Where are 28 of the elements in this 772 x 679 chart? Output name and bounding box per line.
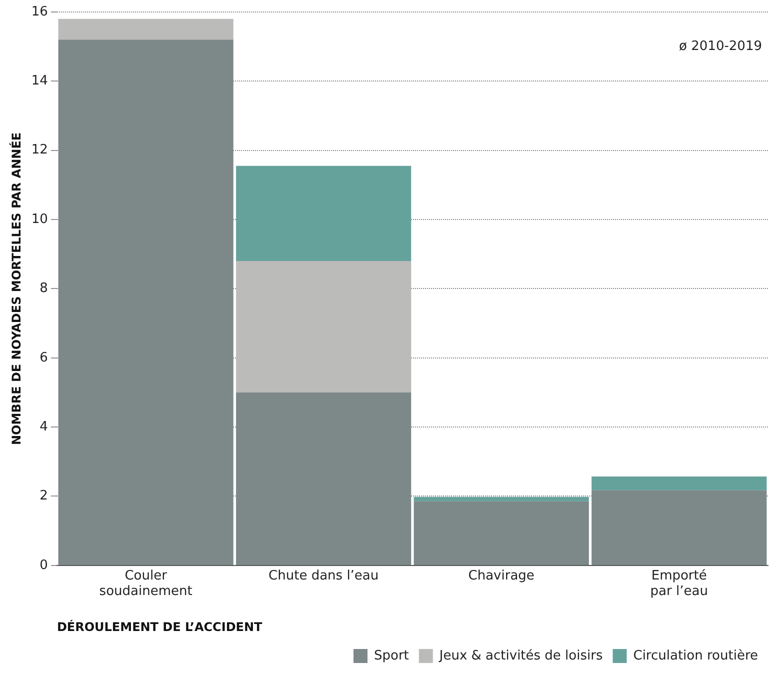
x-tick-label: Chute dans l’eau xyxy=(268,568,379,584)
y-tick-label: 2 xyxy=(40,488,48,504)
legend-label: Circulation routière xyxy=(633,648,758,664)
legend-label: Jeux & activités de loisirs xyxy=(438,648,603,664)
x-tick-label: Couler soudainement xyxy=(99,568,192,600)
y-tick-label: 10 xyxy=(31,212,48,227)
x-axis-title: DÉROULEMENT DE L’ACCIDENT xyxy=(56,618,264,634)
bar xyxy=(58,18,234,40)
annotation: ø 2010-2019 xyxy=(679,38,762,54)
bar xyxy=(236,392,412,566)
y-tick-label: 4 xyxy=(40,419,48,434)
y-tick-label: 6 xyxy=(40,350,48,366)
y-tick-label: 14 xyxy=(31,74,48,89)
bar xyxy=(236,166,412,262)
bar xyxy=(592,490,767,566)
x-tick-label: Chavirage xyxy=(468,568,534,584)
x-tick-label: Emporté par l’eau xyxy=(650,568,708,600)
bar xyxy=(414,501,589,566)
bar xyxy=(236,261,412,392)
bar xyxy=(592,476,767,490)
y-tick-label: 8 xyxy=(40,281,48,296)
bar xyxy=(414,496,589,502)
y-tick-label: 0 xyxy=(40,558,48,573)
legend-label: Sport xyxy=(374,648,409,664)
bar xyxy=(58,40,234,566)
y-axis-title: NOMBRE DE NOYADES MORTELLES PAR ANNÉE xyxy=(8,132,24,446)
y-tick-label: 12 xyxy=(31,142,48,158)
y-tick-label: 16 xyxy=(31,4,48,20)
